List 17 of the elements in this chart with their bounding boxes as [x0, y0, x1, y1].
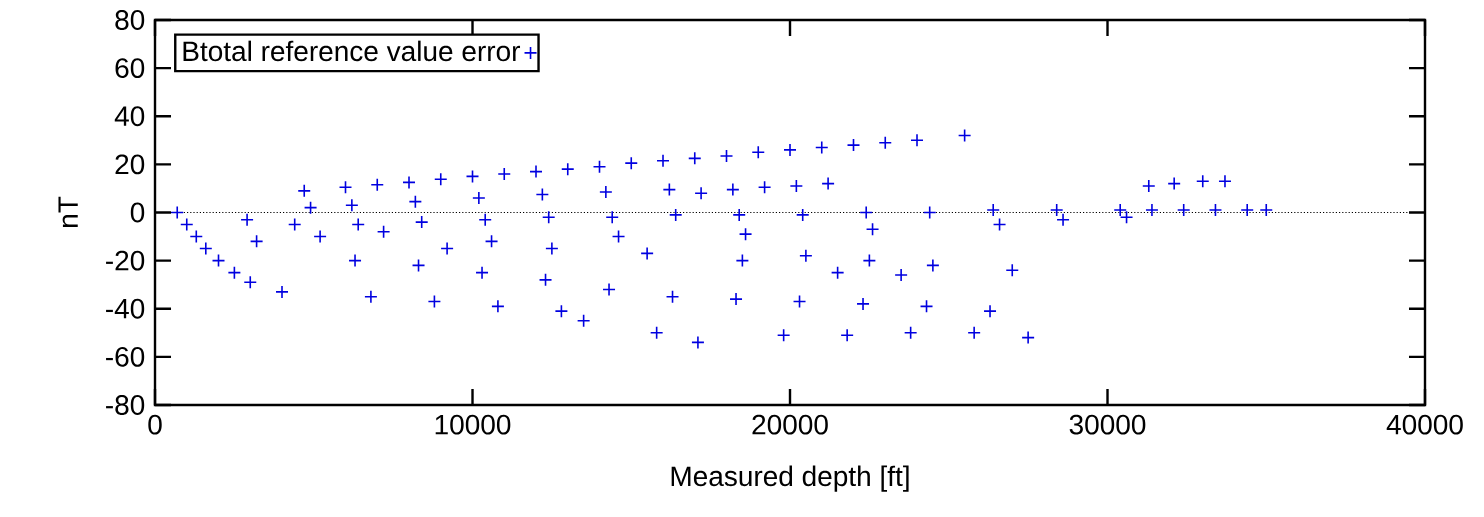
y-tick-label: -60 — [106, 346, 145, 367]
y-tick-label: 0 — [130, 202, 145, 223]
x-tick-label: 10000 — [435, 414, 511, 435]
y-tick-label: 20 — [115, 154, 145, 175]
y-tick-label: -40 — [106, 298, 145, 319]
x-tick-label: 30000 — [1069, 414, 1146, 435]
x-tick-label: 40000 — [1386, 414, 1463, 435]
x-tick-label: 0 — [148, 414, 162, 435]
text: Btotal reference value error — [183, 40, 521, 62]
y-tick-label: -80 — [106, 395, 145, 415]
y-tick-label: 40 — [114, 106, 145, 127]
y-axis-title: nT — [58, 196, 78, 227]
x-tick-label: 20000 — [752, 414, 828, 435]
y-tick-label: 80 — [115, 10, 145, 30]
y-tick-label: -20 — [106, 250, 145, 271]
x-axis-title: Measured depth [ft] — [671, 465, 909, 492]
y-tick-label: 60 — [115, 58, 145, 79]
